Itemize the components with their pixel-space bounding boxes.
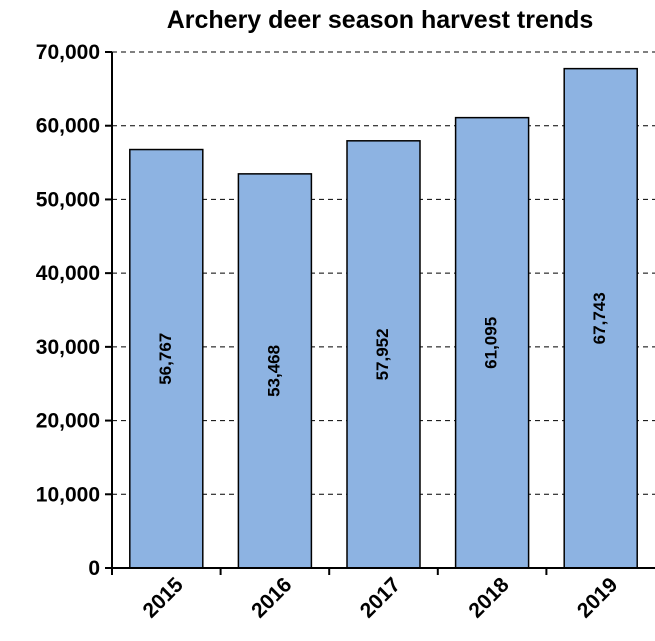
- y-tick-label: 30,000: [36, 336, 100, 359]
- bar-2016: [237, 173, 313, 569]
- data-label: 61,095: [482, 317, 501, 369]
- y-axis-ticks: 0 10,000 20,000 30,000 40,000 50,000 60,000 70,…: [36, 41, 112, 580]
- x-tick-label: 2019: [573, 573, 622, 622]
- data-label: 56,767: [156, 333, 175, 385]
- x-tick-label: 2018: [464, 573, 514, 623]
- data-label: 53,468: [264, 345, 283, 397]
- chart-title: Archery deer season harvest trends: [166, 6, 594, 34]
- data-label: 67,743: [590, 292, 609, 344]
- y-tick-label: 40,000: [36, 262, 100, 285]
- y-tick-label: 50,000: [36, 188, 100, 211]
- y-tick-label: 10,000: [36, 483, 100, 506]
- bars: [129, 67, 638, 569]
- bar-2015: [129, 148, 204, 569]
- bar-2018: [454, 116, 530, 569]
- x-tick-label: 2016: [247, 573, 296, 622]
- y-tick-label: 60,000: [36, 115, 100, 138]
- axes: [111, 52, 655, 569]
- data-labels: 56,767 53,468 57,952 61,095 67,743: [156, 292, 609, 397]
- x-axis-ticks: 2015 2016 2017 2018 2019: [111, 568, 622, 623]
- x-tick-label: 2017: [356, 573, 405, 622]
- bar-2019: [563, 67, 638, 569]
- y-tick-label: 70,000: [36, 41, 100, 64]
- y-tick-label: 20,000: [36, 410, 100, 433]
- data-label: 57,952: [373, 328, 392, 380]
- y-tick-label: 0: [88, 557, 100, 580]
- x-tick-label: 2015: [139, 573, 189, 623]
